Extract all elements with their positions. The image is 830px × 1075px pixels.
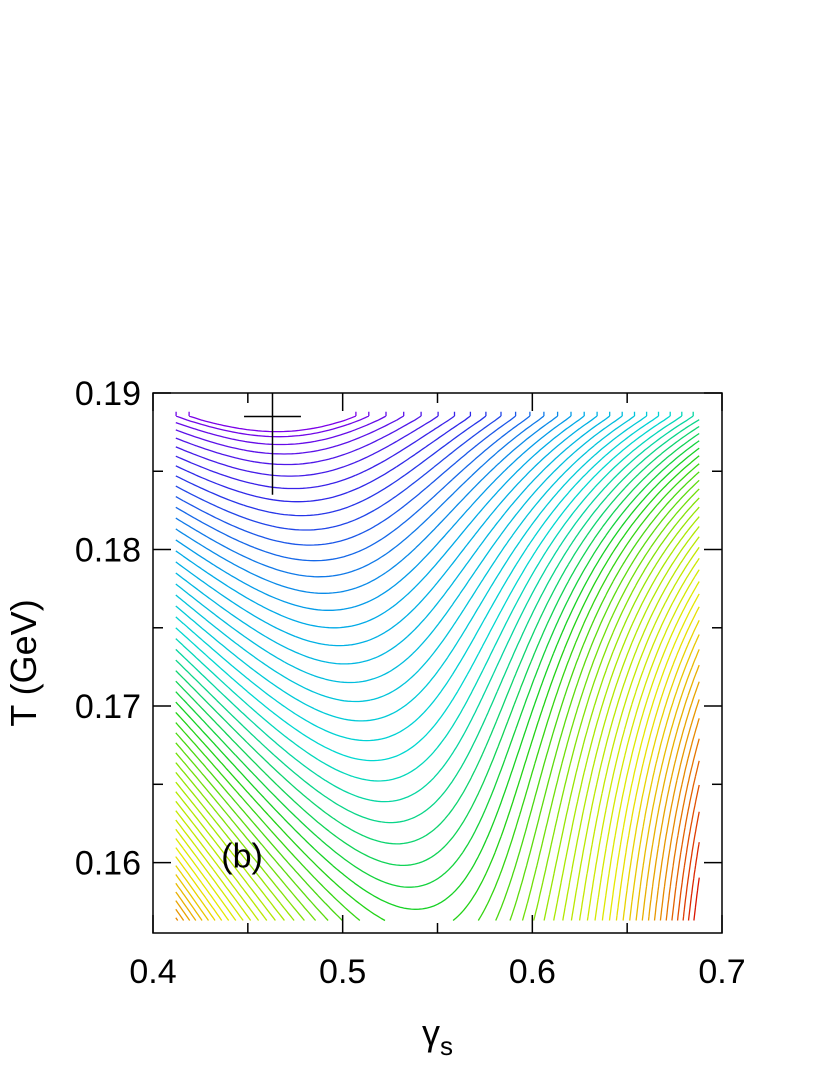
contour-line bbox=[175, 425, 700, 845]
contour-line bbox=[175, 411, 405, 455]
contour-line bbox=[175, 432, 700, 867]
contour-line bbox=[175, 557, 700, 921]
panel-label: (b) bbox=[221, 837, 263, 875]
contour-line bbox=[175, 411, 439, 477]
contour-line bbox=[693, 877, 700, 921]
contour-line bbox=[175, 411, 387, 446]
contour-line bbox=[175, 516, 700, 921]
contour-line bbox=[175, 581, 700, 921]
contour-line bbox=[175, 411, 636, 703]
contour-line bbox=[175, 411, 623, 684]
contour-line bbox=[175, 681, 700, 921]
contour-line bbox=[175, 440, 700, 888]
contour-line bbox=[175, 411, 472, 503]
contour-line bbox=[175, 606, 700, 921]
x-axis-title-symbol: γ bbox=[422, 1012, 440, 1053]
y-tick-label: 0.19 bbox=[75, 375, 141, 413]
contour-line bbox=[175, 699, 700, 921]
x-axis-title-subscript: s bbox=[440, 1031, 453, 1061]
x-tick-label: 0.6 bbox=[509, 953, 556, 991]
y-tick-label: 0.18 bbox=[75, 532, 141, 570]
contour-line bbox=[175, 569, 700, 921]
y-tick-label: 0.17 bbox=[75, 688, 141, 726]
contour-line bbox=[665, 738, 700, 921]
contour-line bbox=[175, 506, 700, 921]
contour-line bbox=[175, 536, 700, 921]
contour-line bbox=[175, 593, 700, 921]
contour-line bbox=[175, 411, 559, 594]
contour-line bbox=[682, 811, 700, 921]
contour-line bbox=[175, 411, 517, 546]
y-axis-title: T (GeV) bbox=[3, 599, 44, 726]
contour-line bbox=[175, 411, 370, 438]
contour-line bbox=[175, 411, 660, 742]
contour-lines bbox=[175, 411, 700, 922]
contour-line bbox=[175, 419, 700, 824]
contour-line bbox=[175, 411, 694, 803]
contour-line bbox=[175, 411, 545, 578]
contour-line bbox=[175, 455, 700, 922]
contour-line bbox=[175, 463, 700, 921]
contour-line bbox=[175, 411, 585, 629]
contour-line bbox=[175, 718, 700, 921]
contour-line bbox=[175, 649, 700, 921]
contour-line bbox=[175, 411, 648, 722]
x-tick-labels: 0.4 0.5 0.6 0.7 bbox=[129, 953, 745, 991]
minimum-marker bbox=[244, 393, 301, 495]
contour-line bbox=[175, 488, 700, 921]
contour-line bbox=[676, 784, 700, 921]
x-tick-label: 0.7 bbox=[698, 953, 745, 991]
contour-line bbox=[175, 664, 700, 921]
contour-line bbox=[175, 620, 700, 921]
contour-line bbox=[175, 497, 700, 921]
contour-line bbox=[175, 411, 671, 762]
contour-line bbox=[175, 471, 700, 921]
contour-line bbox=[687, 842, 700, 921]
contour-line bbox=[175, 411, 487, 517]
contour-line bbox=[188, 411, 357, 433]
contour-line bbox=[175, 526, 700, 921]
contour-line bbox=[175, 411, 456, 490]
contour-line bbox=[175, 411, 598, 647]
contour-line bbox=[175, 411, 683, 782]
contour-line bbox=[175, 411, 531, 562]
contour-line bbox=[175, 447, 700, 910]
contour-line bbox=[671, 760, 700, 921]
contour-line bbox=[175, 634, 700, 921]
contour-line bbox=[175, 411, 611, 665]
contour-line bbox=[175, 411, 422, 466]
contour-line bbox=[175, 546, 700, 921]
contour-line bbox=[175, 411, 572, 611]
contour-line bbox=[175, 479, 700, 921]
x-tick-label: 0.4 bbox=[129, 953, 176, 991]
y-tick-label: 0.16 bbox=[75, 845, 141, 883]
axis-ticks bbox=[152, 392, 723, 933]
contour-line bbox=[175, 411, 502, 531]
y-tick-labels: 0.16 0.17 0.18 0.19 bbox=[75, 375, 141, 883]
x-axis-title: γs bbox=[422, 1012, 453, 1061]
x-tick-label: 0.5 bbox=[319, 953, 366, 991]
